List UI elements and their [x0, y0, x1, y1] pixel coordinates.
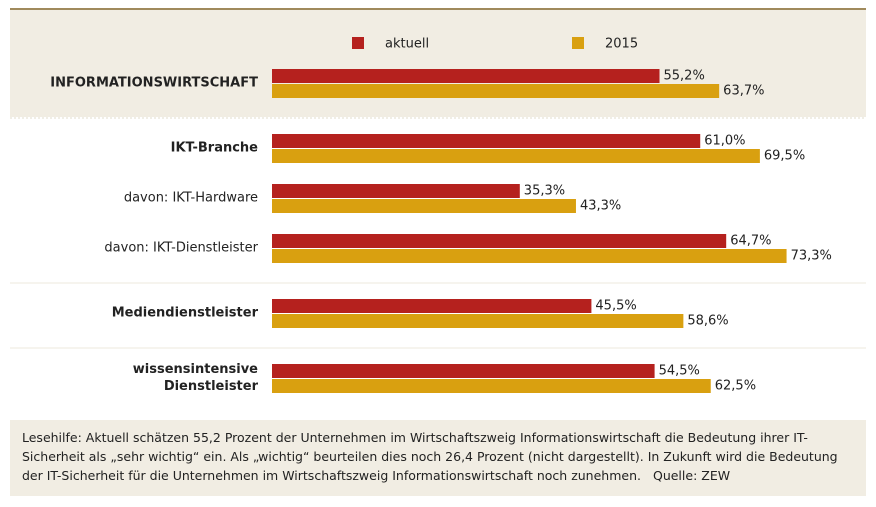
source: Quelle: ZEW [652, 468, 731, 483]
value-label: 64,7% [730, 234, 771, 249]
bar [272, 134, 701, 148]
note: Lesehilfe: Aktuell schätzen 55,2 Prozent… [10, 420, 866, 496]
legend-swatch [352, 37, 364, 49]
value-label: 45,5% [595, 299, 636, 314]
bar [272, 249, 787, 263]
bar [272, 199, 576, 213]
value-label: 55,2% [664, 69, 705, 84]
bar [272, 184, 520, 198]
category-label: wissensintensive Dienstleister [132, 362, 258, 394]
legend-label: aktuell [385, 37, 429, 52]
category-label: Mediendienstleister [111, 305, 258, 321]
value-label: 61,0% [704, 134, 745, 149]
bar [272, 234, 727, 248]
category-label: INFORMATIONSWIRTSCHAFT [50, 75, 258, 91]
bar [272, 379, 711, 393]
bar [272, 364, 655, 378]
legend-label: 2015 [605, 37, 638, 52]
bar [272, 149, 760, 163]
top-rule [10, 8, 866, 10]
value-label: 63,7% [723, 84, 764, 99]
value-label: 58,6% [687, 314, 728, 329]
category-label: IKT-Branche [170, 140, 258, 156]
bar [272, 69, 660, 83]
value-label: 54,5% [659, 364, 700, 379]
category-label: davon: IKT-Dienstleister [104, 240, 258, 256]
category-label: davon: IKT-Hardware [123, 190, 258, 206]
legend-swatch [572, 37, 584, 49]
bar [272, 299, 592, 313]
note-text: Lesehilfe: Aktuell schätzen 55,2 Prozent… [22, 430, 838, 483]
value-label: 73,3% [791, 249, 832, 264]
bar [272, 84, 720, 98]
value-label: 69,5% [764, 149, 805, 164]
value-label: 35,3% [524, 184, 565, 199]
header-band [10, 10, 866, 117]
value-label: 43,3% [580, 199, 621, 214]
bar [272, 314, 684, 328]
value-label: 62,5% [715, 379, 756, 394]
